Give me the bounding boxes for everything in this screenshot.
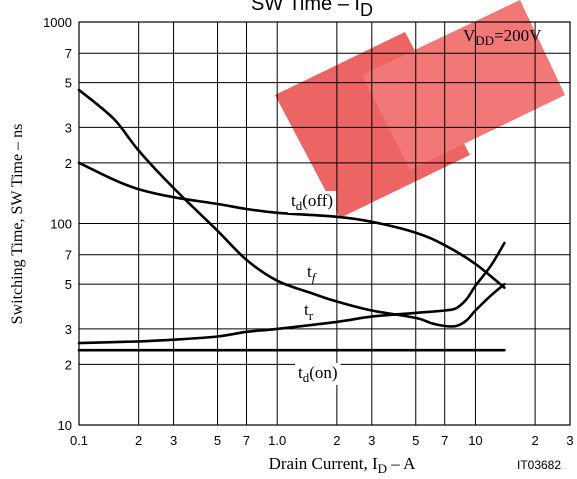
label-tf-main: t xyxy=(307,262,312,281)
x-tick-label: 0.1 xyxy=(70,433,88,448)
y-tick-label: 7 xyxy=(65,46,72,61)
figure-code: IT03682 xyxy=(517,458,561,472)
condition-rest: =200V xyxy=(494,26,542,45)
x-tick-label: 10 xyxy=(468,433,482,448)
x-tick-label: 5 xyxy=(214,433,221,448)
condition-main: V xyxy=(463,26,476,45)
x-tick-label: 2 xyxy=(333,433,340,448)
label-td-off-rest: (off) xyxy=(302,191,333,210)
chart-title-var: I xyxy=(354,0,360,15)
y-tick-label: 7 xyxy=(65,248,72,263)
label-td-on-sub: d xyxy=(303,370,310,385)
label-td-off-main: t xyxy=(291,191,296,210)
label-td-on-bg xyxy=(295,363,341,385)
tick-labels: 0.1 2 3 5 7 1.0 2 3 5 7 10 2 3 10 2 3 5 7 100 2 3 5 7 1000 xyxy=(43,15,574,448)
x-axis-label-sub: D xyxy=(378,461,387,476)
label-tf: tf xyxy=(307,262,318,285)
y-tick-label: 1000 xyxy=(43,15,72,30)
chart-title-main: SW Time xyxy=(251,0,332,15)
y-tick-label: 5 xyxy=(65,76,72,91)
x-tick-label: 3 xyxy=(170,433,177,448)
series-td-off xyxy=(77,161,506,289)
y-axis-label: Switching Time, SW Time – ns xyxy=(9,124,26,325)
label-tf-sub: f xyxy=(312,270,318,285)
series-tr xyxy=(77,241,506,345)
x-tick-label: 1.0 xyxy=(268,433,286,448)
plot-frame xyxy=(78,21,571,426)
label-td-off-sub: d xyxy=(296,198,303,213)
label-tr: tr xyxy=(304,300,314,323)
x-axis-label-rest: – A xyxy=(387,454,416,473)
chart-title-sub: D xyxy=(360,0,373,20)
y-tick-label: 100 xyxy=(50,217,72,232)
y-tick-label: 2 xyxy=(65,357,72,372)
y-tick-label: 2 xyxy=(65,156,72,171)
condition-label: VDD=200V xyxy=(463,26,542,48)
y-tick-label: 3 xyxy=(65,120,72,135)
x-tick-label: 2 xyxy=(135,433,142,448)
x-axis-label-main: Drain Current, I xyxy=(269,454,378,473)
series xyxy=(77,88,506,352)
chart-title: SW Time – ID xyxy=(251,0,373,20)
condition-sub: DD xyxy=(475,33,494,48)
label-td-on: td(on) xyxy=(298,363,338,385)
y-tick-label: 10 xyxy=(58,418,72,433)
x-tick-label: 5 xyxy=(412,433,419,448)
label-td-on-rest: (on) xyxy=(309,363,337,382)
x-tick-label: 7 xyxy=(243,433,250,448)
label-tr-sub: r xyxy=(309,308,314,323)
label-tr-main: t xyxy=(304,300,309,319)
series-tf xyxy=(77,88,506,328)
x-tick-label: 3 xyxy=(368,433,375,448)
label-td-off: td(off) xyxy=(291,191,333,213)
y-tick-label: 5 xyxy=(65,277,72,292)
label-td-on-main: t xyxy=(298,363,303,382)
x-axis-label: Drain Current, ID – A xyxy=(269,454,417,476)
x-tick-label: 2 xyxy=(531,433,538,448)
label-td-off-bg xyxy=(288,191,337,213)
y-tick-label: 3 xyxy=(65,322,72,337)
x-tick-label: 7 xyxy=(441,433,448,448)
chart-title-sep: – xyxy=(332,0,354,15)
x-tick-label: 3 xyxy=(566,433,573,448)
